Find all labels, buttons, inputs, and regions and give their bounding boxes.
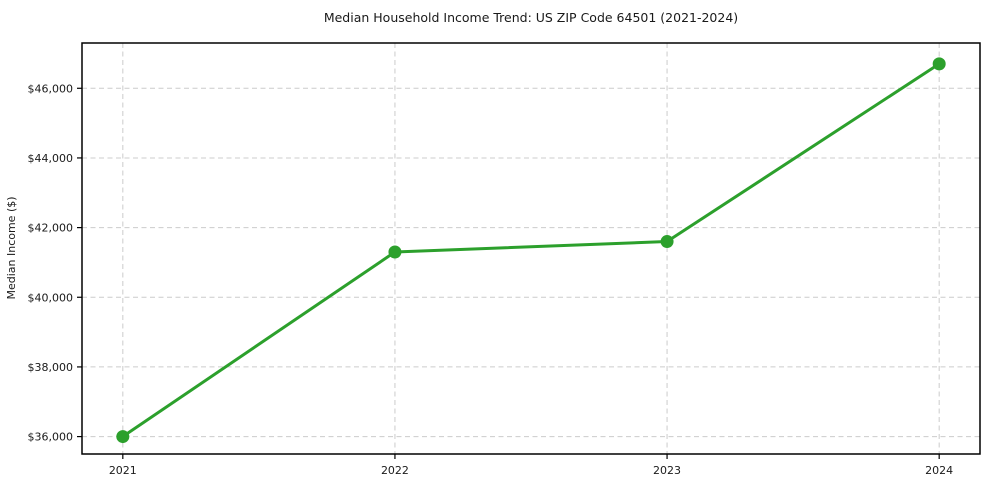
y-axis-label: Median Income ($) [5, 196, 18, 299]
trend-line [121, 62, 941, 439]
chart-title: Median Household Income Trend: US ZIP Co… [324, 10, 738, 25]
x-tick-label-2021: 2021 [109, 464, 137, 477]
x-tick-label-2022: 2022 [381, 464, 409, 477]
y-tick-label-36000: $36,000 [28, 431, 74, 444]
y-tick-label-42000: $42,000 [28, 222, 74, 235]
y-tick-label-40000: $40,000 [28, 291, 74, 304]
data-point-2022 [388, 245, 402, 259]
data-point-2023 [660, 235, 674, 249]
plot-frame [81, 42, 981, 455]
data-point-2021 [116, 430, 130, 444]
data-layer [116, 57, 946, 444]
x-tick-label-2023: 2023 [653, 464, 681, 477]
x-tick-label-2024: 2024 [925, 464, 953, 477]
grid-layer [82, 43, 980, 454]
tick-layer: $36,000 $38,000 $40,000 $42,000 $44,000 $46,0… [28, 82, 954, 477]
y-tick-label-38000: $38,000 [28, 361, 74, 374]
y-tick-label-46000: $46,000 [28, 82, 74, 95]
data-point-2024 [932, 57, 946, 71]
y-tick-label-44000: $44,000 [28, 152, 74, 165]
axes-frame [81, 42, 981, 455]
